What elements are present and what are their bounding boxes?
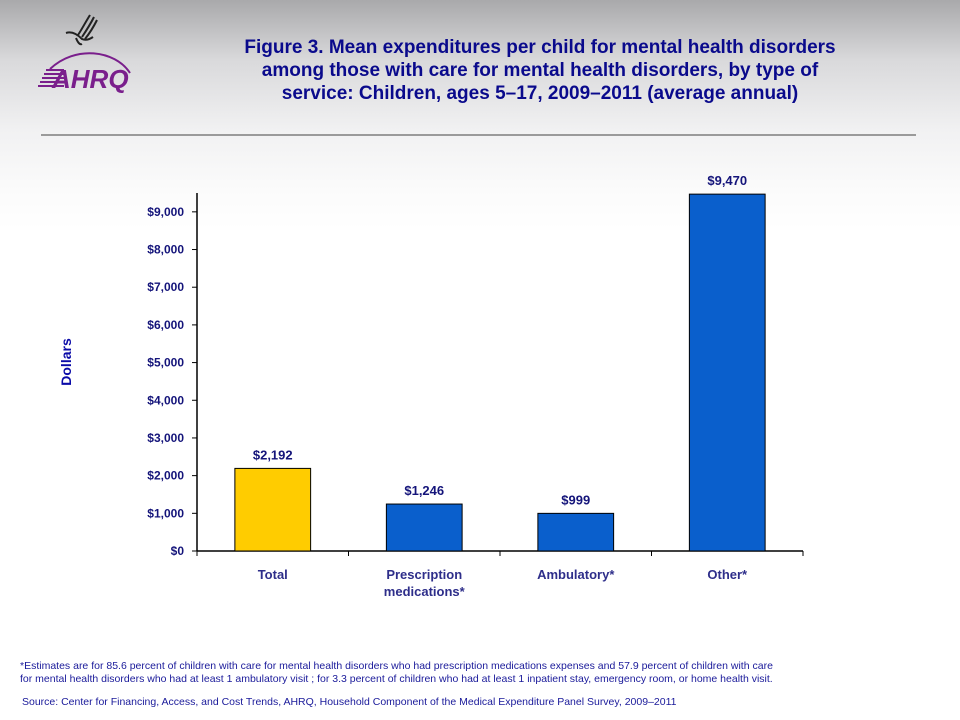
category-label: Total	[258, 567, 288, 582]
bar-other	[688, 193, 766, 552]
bars	[234, 193, 766, 552]
logo-arc	[49, 52, 131, 74]
source-note: Source: Center for Financing, Access, an…	[22, 696, 677, 708]
category-labels: Total Prescription medications* Ambulatory*…	[258, 567, 748, 599]
ahrq-logo-graphic: AHRQ	[38, 14, 131, 94]
data-labels: $2,192 $1,246 $999 $9,470	[253, 173, 747, 507]
footnote-line-1: *Estimates are for 85.6 percent of child…	[20, 660, 773, 672]
y-tick-label: $7,000	[147, 280, 184, 294]
hhs-eagle-icon	[65, 14, 98, 46]
bar-prescription	[385, 503, 463, 552]
footnote-line-2: for mental health disorders who had at l…	[20, 673, 773, 685]
bar-total	[234, 467, 312, 552]
y-tick-label: $5,000	[147, 356, 184, 370]
y-axis-label: Dollars	[58, 338, 74, 386]
footnote: *Estimates are for 85.6 percent of child…	[20, 660, 950, 686]
data-label: $2,192	[253, 447, 293, 462]
y-tick-label: $8,000	[147, 243, 184, 257]
category-label: Other*	[707, 567, 748, 582]
y-tick-label: $2,000	[147, 469, 184, 483]
data-label: $9,470	[707, 173, 747, 188]
logo-text: AHRQ	[51, 64, 129, 94]
title-line-3: service: Children, ages 5–17, 2009–2011 …	[281, 83, 799, 104]
y-tick-label: $3,000	[147, 431, 184, 445]
y-tick-label: $1,000	[147, 506, 184, 520]
y-tick-label: $0	[171, 544, 185, 558]
data-label: $999	[561, 492, 590, 507]
y-tick-label: $6,000	[147, 318, 184, 332]
logo-stripes	[38, 69, 64, 87]
y-tick-label: $9,000	[147, 205, 184, 219]
title-divider	[41, 134, 916, 136]
x-axis	[196, 550, 804, 556]
y-axis: $0 $1,000 $2,000 $3,000 $4,000 $5,000 $6,000 $7…	[147, 193, 198, 558]
data-label: $1,246	[404, 483, 444, 498]
title-line-2: among those with care for mental health …	[261, 60, 819, 81]
chart-title: Figure 3. Mean expenditures per child fo…	[200, 36, 880, 105]
category-label: Ambulatory*	[537, 567, 615, 582]
category-label: medications*	[384, 584, 466, 599]
bar-ambulatory	[537, 512, 615, 552]
ahrq-logo: AHRQ	[30, 5, 150, 100]
y-tick-label: $4,000	[147, 393, 184, 407]
title-line-1: Figure 3. Mean expenditures per child fo…	[244, 37, 836, 58]
category-label: Prescription	[386, 567, 462, 582]
